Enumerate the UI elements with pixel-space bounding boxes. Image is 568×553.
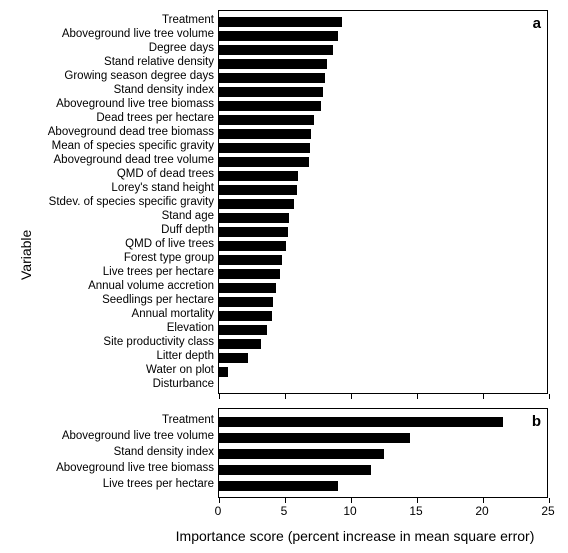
bar-label: Aboveground dead tree volume [54, 155, 214, 167]
bar [219, 87, 323, 97]
bar [219, 339, 261, 349]
y-axis-title: Variable [18, 230, 34, 280]
figure: Variable a b Treatment Aboveground live t… [0, 0, 568, 553]
bar-label: Growing season degree days [64, 71, 214, 83]
bar [219, 481, 338, 491]
x-tick-label: 10 [343, 504, 356, 518]
bar-label: Aboveground live tree biomass [56, 463, 214, 475]
panel-letter-b: b [532, 413, 541, 430]
tick-mark [219, 498, 220, 503]
bar-label: Lorey's stand height [111, 183, 214, 195]
x-tick-label: 25 [541, 504, 554, 518]
bar [219, 311, 272, 321]
bar [219, 325, 267, 335]
tick-mark [483, 394, 484, 399]
tick-mark [351, 498, 352, 503]
bar [219, 59, 327, 69]
panel-letter-a: a [533, 15, 541, 32]
bar [219, 157, 309, 167]
bar [219, 129, 311, 139]
tick-mark [417, 394, 418, 399]
bar [219, 367, 228, 377]
bar [219, 283, 276, 293]
bar [219, 241, 286, 251]
bar-label: Aboveground dead tree biomass [48, 127, 214, 139]
bar-label: Stand density index [114, 447, 214, 459]
panel-b: b [218, 408, 548, 498]
bar-label: Elevation [167, 323, 214, 335]
bar-label: Stand relative density [104, 57, 214, 69]
bar [219, 213, 289, 223]
bar [219, 353, 248, 363]
bar [219, 417, 503, 427]
bar [219, 297, 273, 307]
bar-label: Live trees per hectare [103, 479, 214, 491]
x-axis-title: Importance score (percent increase in me… [155, 528, 555, 544]
bar [219, 45, 333, 55]
bar-label: Stand age [162, 211, 214, 223]
bar-label: Forest type group [124, 253, 214, 265]
bar [219, 101, 321, 111]
tick-mark [351, 394, 352, 399]
bar-label: Seedlings per hectare [102, 295, 214, 307]
bar [219, 171, 298, 181]
bar-label: Live trees per hectare [103, 267, 214, 279]
bar [219, 269, 280, 279]
x-tick-label: 20 [475, 504, 488, 518]
bar-label: Degree days [149, 43, 214, 55]
bar [219, 115, 314, 125]
bar-label: Treatment [162, 15, 214, 27]
tick-mark [285, 498, 286, 503]
bar-label: Aboveground live tree biomass [56, 99, 214, 111]
bar-label: Aboveground live tree volume [62, 431, 214, 443]
bar [219, 199, 294, 209]
tick-mark [549, 394, 550, 399]
bar-label: Treatment [162, 415, 214, 427]
bar-label: Site productivity class [103, 337, 214, 349]
tick-mark [219, 394, 220, 399]
bar [219, 449, 384, 459]
bar [219, 31, 338, 41]
bar-label: Disturbance [153, 379, 214, 391]
x-tick-label: 5 [281, 504, 288, 518]
bar-label: QMD of dead trees [117, 169, 214, 181]
bar-label: QMD of live trees [125, 239, 214, 251]
x-tick-label: 0 [215, 504, 222, 518]
bar-label: Annual mortality [132, 309, 214, 321]
tick-mark [285, 394, 286, 399]
bar [219, 17, 342, 27]
bar [219, 227, 288, 237]
x-tick-label: 15 [409, 504, 422, 518]
tick-mark [549, 498, 550, 503]
bar [219, 73, 325, 83]
bar [219, 465, 371, 475]
bar [219, 185, 297, 195]
tick-mark [483, 498, 484, 503]
bar-label: Stand density index [114, 85, 214, 97]
bar [219, 143, 310, 153]
bar-label: Water on plot [146, 365, 214, 377]
bar-label: Duff depth [161, 225, 214, 237]
bar-label: Litter depth [156, 351, 214, 363]
bar [219, 433, 410, 443]
bar-label: Aboveground live tree volume [62, 29, 214, 41]
bar-label: Annual volume accretion [88, 281, 214, 293]
bar-label: Mean of species specific gravity [52, 141, 214, 153]
bar-label: Dead trees per hectare [96, 113, 214, 125]
bar-label: Stdev. of species specific gravity [49, 197, 214, 209]
tick-mark [417, 498, 418, 503]
panel-a: a [218, 10, 548, 394]
bar [219, 255, 282, 265]
